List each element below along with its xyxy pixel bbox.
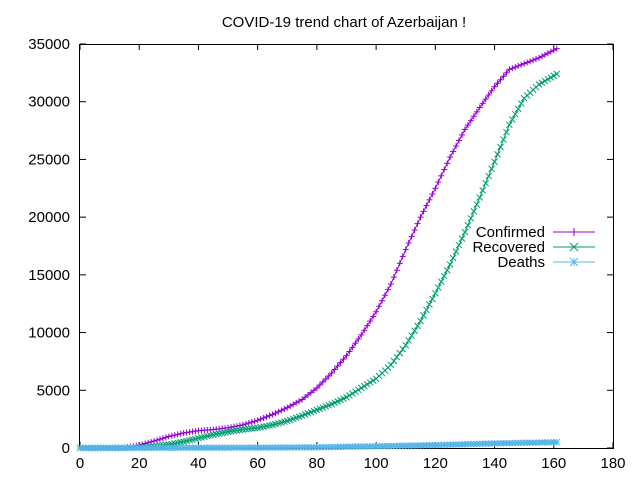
legend-item-recovered: Recovered bbox=[472, 239, 595, 256]
x-tick-label: 160 bbox=[541, 455, 566, 472]
y-tick-label: 15000 bbox=[28, 267, 70, 284]
series-deaths bbox=[76, 438, 561, 452]
series-layer bbox=[76, 45, 561, 452]
axes-layer: 0 20 40 60 80 100 120 140 160 180 0 5000 10000 15000 2… bbox=[28, 36, 625, 472]
y-tick-label: 20000 bbox=[28, 209, 70, 226]
legend-label: Confirmed bbox=[476, 224, 545, 241]
chart-title: COVID-19 trend chart of Azerbaijan ! bbox=[222, 14, 466, 31]
y-tick-label: 5000 bbox=[37, 382, 70, 399]
x-tick-label: 20 bbox=[131, 455, 148, 472]
y-tick-label: 30000 bbox=[28, 94, 70, 111]
x-tick-label: 80 bbox=[309, 455, 326, 472]
y-tick-label: 35000 bbox=[28, 36, 70, 53]
y-tick-label: 0 bbox=[62, 440, 70, 457]
y-tick-label: 10000 bbox=[28, 325, 70, 342]
x-tick-label: 40 bbox=[190, 455, 207, 472]
x-tick-label: 60 bbox=[249, 455, 266, 472]
legend-item-deaths: Deaths bbox=[497, 254, 595, 271]
legend-label: Deaths bbox=[497, 254, 545, 271]
y-tick-label: 25000 bbox=[28, 151, 70, 168]
x-tick-label: 180 bbox=[600, 455, 625, 472]
x-tick-label: 120 bbox=[423, 455, 448, 472]
series-confirmed bbox=[77, 45, 560, 451]
x-tick-label: 140 bbox=[482, 455, 507, 472]
series-markers-confirmed bbox=[77, 45, 560, 451]
legend-label: Recovered bbox=[472, 239, 545, 256]
legend-item-confirmed: Confirmed bbox=[476, 224, 595, 241]
series-recovered bbox=[76, 70, 561, 452]
series-markers-recovered bbox=[76, 70, 561, 452]
x-tick-label: 0 bbox=[76, 455, 84, 472]
series-line-recovered bbox=[80, 73, 557, 449]
series-markers-deaths bbox=[76, 438, 561, 452]
x-tick-label: 100 bbox=[364, 455, 389, 472]
